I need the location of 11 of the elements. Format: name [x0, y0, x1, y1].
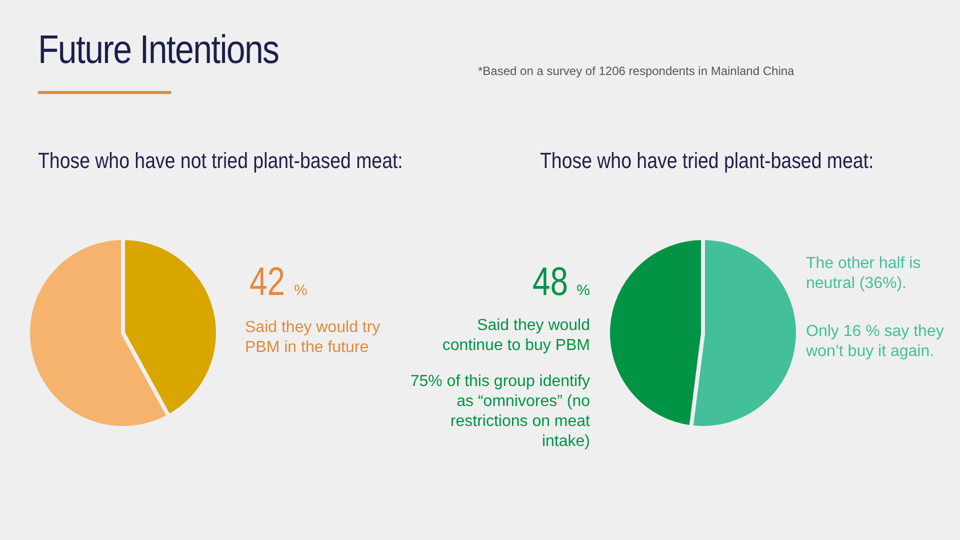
chart-subtitle: Those who have tried plant-based meat:	[540, 148, 874, 174]
chart-title: Future Intentions	[38, 28, 279, 73]
text: Said they would continue to buy PBM	[441, 316, 590, 356]
text: The other half is neutral (36%).	[806, 254, 922, 294]
chart-subtitle: Those who have not tried plant-based meat:	[38, 148, 403, 174]
text: Said they would try PBM in the future	[245, 318, 382, 358]
text: 75% of this group identify as “omnivores” (no restrictions on meat intake)	[410, 372, 590, 452]
text: Only 16 % say they won’t buy it again.	[806, 322, 945, 362]
data-label: 48 %	[532, 260, 590, 304]
data-label: 42 %	[249, 260, 308, 304]
text: *Based on a survey of 1206 respondents in Mainland China	[478, 64, 796, 78]
